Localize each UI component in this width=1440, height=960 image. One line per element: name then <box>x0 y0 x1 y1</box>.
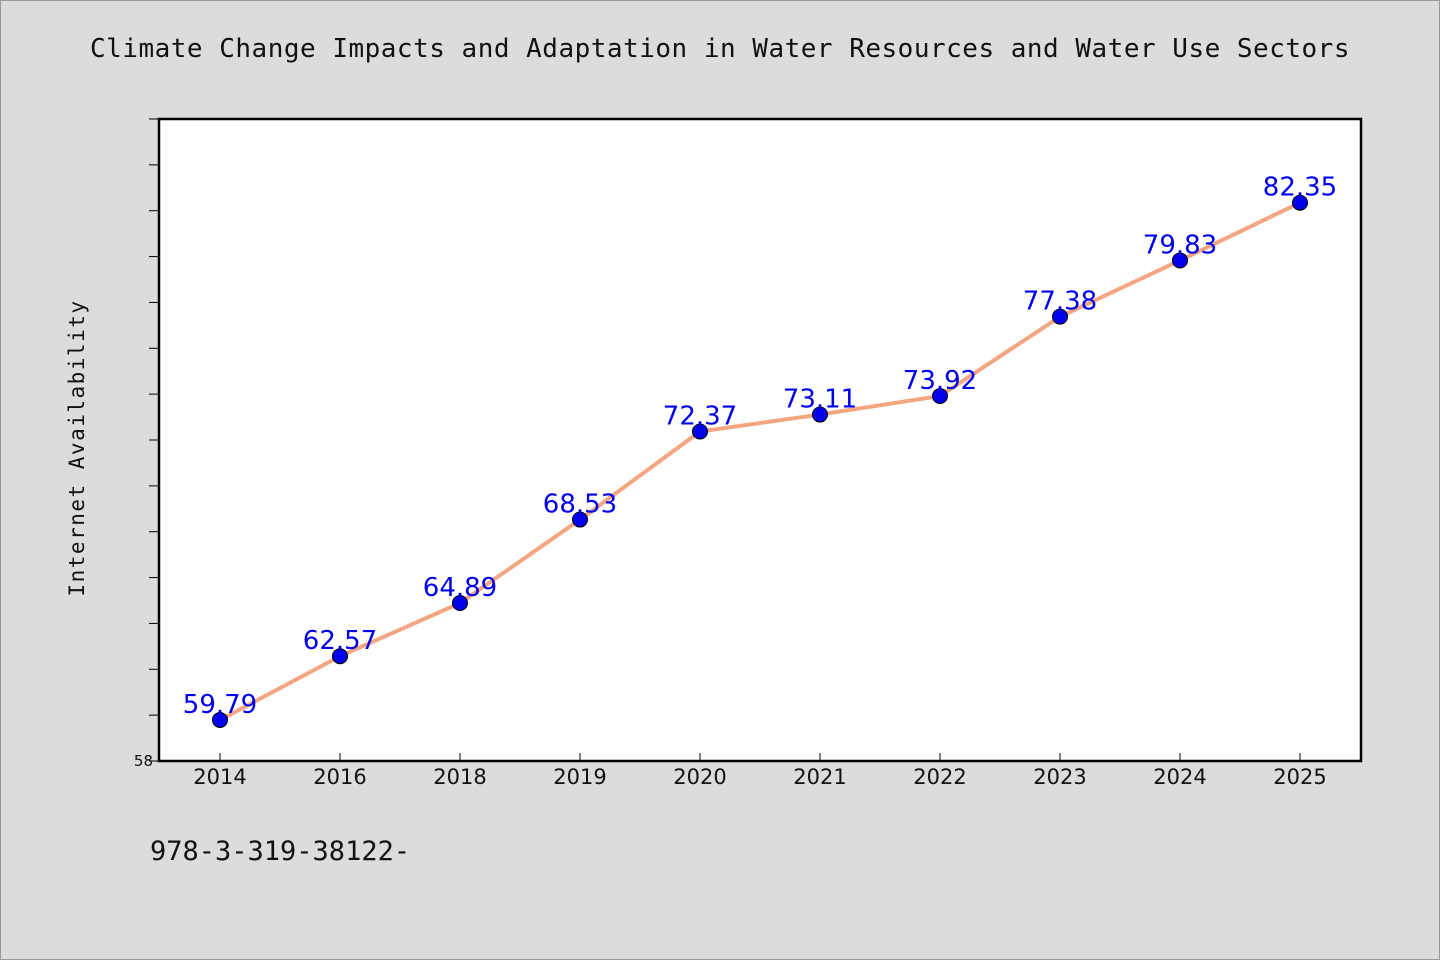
data-label: 64.89 <box>423 573 497 603</box>
data-point <box>332 648 348 665</box>
data-point <box>452 595 468 612</box>
x-tick-label: 2022 <box>913 765 966 789</box>
data-label: 82.35 <box>1263 173 1337 203</box>
data-label-layer: 59.79 62.57 64.89 68.53 72.37 73.11 73.92 77.38… <box>183 173 1337 720</box>
data-label: 59.79 <box>183 690 257 720</box>
data-point <box>1052 308 1068 325</box>
data-point <box>1292 194 1308 211</box>
data-label: 73.11 <box>783 385 857 415</box>
data-point <box>572 511 588 528</box>
x-tick-label: 2019 <box>553 765 606 789</box>
x-tick-label: 2020 <box>673 765 726 789</box>
y-tick-label: 58 <box>134 752 153 770</box>
chart-title: Climate Change Impacts and Adaptation in… <box>90 34 1350 64</box>
x-tick-label: 2014 <box>193 765 246 789</box>
x-tick-label: 2025 <box>1273 765 1326 789</box>
data-label: 79.83 <box>1143 230 1217 260</box>
x-tick-label: 2016 <box>313 765 366 789</box>
x-tick-label: 2024 <box>1153 765 1206 789</box>
x-axis-ticks: 2014 2016 2018 2019 2020 2021 2022 2023 2024 2025 <box>193 753 1327 789</box>
data-label: 77.38 <box>1023 287 1097 317</box>
data-point <box>1172 252 1188 269</box>
data-label: 73.92 <box>903 366 977 396</box>
data-label: 68.53 <box>543 490 617 520</box>
series-layer <box>212 194 1308 728</box>
data-label: 62.57 <box>303 626 377 656</box>
y-axis-ticks: 58 <box>134 118 159 770</box>
x-tick-label: 2023 <box>1033 765 1086 789</box>
x-tick-label: 2018 <box>433 765 486 789</box>
x-tick-label: 2021 <box>793 765 846 789</box>
data-label: 72.37 <box>663 402 737 432</box>
series-line <box>218 200 1302 722</box>
data-point <box>692 423 708 440</box>
data-point <box>212 711 228 728</box>
footnote-isbn: 978-3-319-38122- <box>150 836 411 867</box>
plot-area <box>157 117 1363 763</box>
data-point <box>812 406 828 423</box>
data-point <box>932 387 948 404</box>
